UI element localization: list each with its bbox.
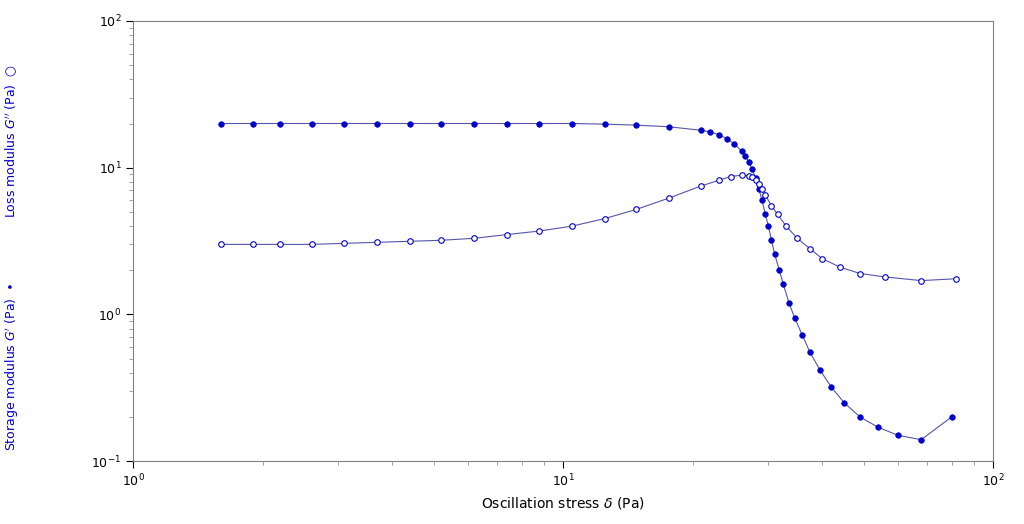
Text: Storage modulus $\mathit{G}'$ (Pa)  $\bullet$: Storage modulus $\mathit{G}'$ (Pa) $\bul… [3, 282, 22, 451]
Text: Loss modulus $\mathit{G}''$ (Pa)  $\bigcirc$: Loss modulus $\mathit{G}''$ (Pa) $\bigci… [4, 64, 20, 219]
X-axis label: Oscillation stress $\delta$ (Pa): Oscillation stress $\delta$ (Pa) [481, 495, 645, 511]
